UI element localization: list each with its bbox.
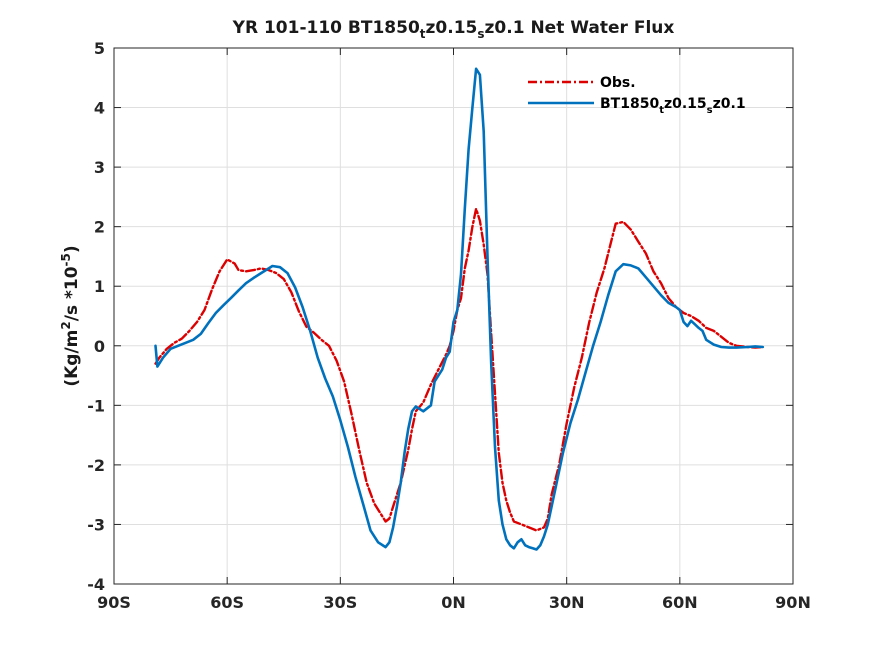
x-tick-label: 30N bbox=[549, 593, 585, 612]
legend-label-model: BT1850tz0.15sz0.1 bbox=[600, 96, 746, 116]
x-tick-label: 60S bbox=[210, 593, 244, 612]
y-tick-label: -1 bbox=[87, 396, 105, 415]
y-tick-label: 4 bbox=[94, 99, 105, 118]
x-tick-label: 60N bbox=[662, 593, 698, 612]
y-axis-label: (Kg/m2/s *10-5) bbox=[59, 245, 82, 386]
axes-box bbox=[113, 47, 794, 585]
y-tick-label: 1 bbox=[94, 277, 105, 296]
x-tick-label: 30S bbox=[323, 593, 357, 612]
y-tick-label: 3 bbox=[94, 158, 105, 177]
y-tick-label: -4 bbox=[87, 575, 105, 594]
plot-area: 90S 60S 30S 0N 30N 60N 90N -4 -3 -2 -1 0 1 2 3 4 5 YR 101… bbox=[59, 18, 811, 612]
x-tick-label: 0N bbox=[441, 593, 466, 612]
y-tick-label: -2 bbox=[87, 456, 105, 475]
x-tick-label: 90S bbox=[97, 593, 131, 612]
x-tick-label: 90N bbox=[775, 593, 811, 612]
y-tick-label: 5 bbox=[94, 39, 105, 58]
chart-title: YR 101-110 BT1850tz0.15sz0.1 Net Water F… bbox=[232, 18, 675, 41]
series-line-model bbox=[154, 67, 765, 551]
y-tick-label: -3 bbox=[87, 515, 105, 534]
y-tick-label: 2 bbox=[94, 218, 105, 237]
y-tick-label: 0 bbox=[94, 337, 105, 356]
legend-label-obs: Obs. bbox=[600, 75, 636, 91]
